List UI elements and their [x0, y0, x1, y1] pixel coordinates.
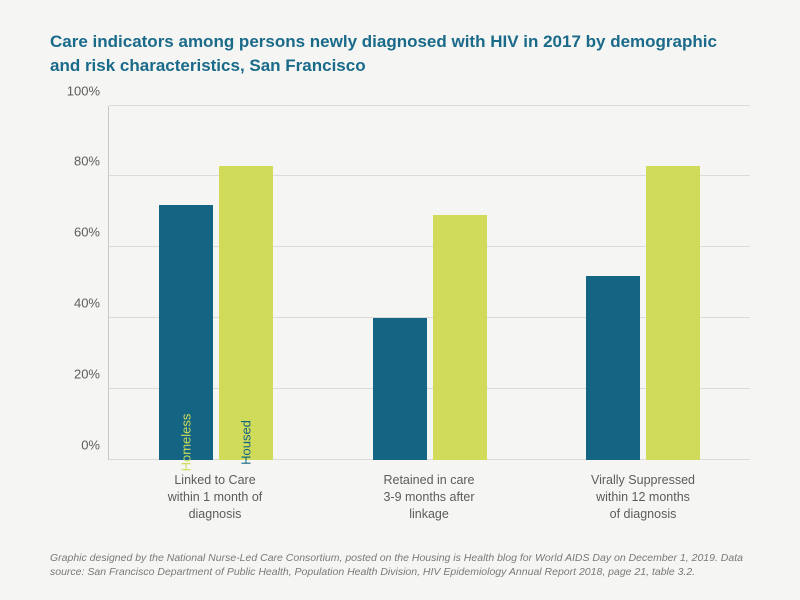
- x-axis-label: Virally Suppressedwithin 12 monthsof dia…: [536, 472, 750, 523]
- x-axis-labels: Linked to Carewithin 1 month ofdiagnosis…: [108, 472, 750, 523]
- y-tick: 80%: [74, 154, 100, 169]
- x-axis-label: Retained in care3-9 months afterlinkage: [322, 472, 536, 523]
- y-tick: 20%: [74, 367, 100, 382]
- bar-housed: [646, 166, 700, 460]
- bar-homeless: [373, 318, 427, 460]
- series-label: Housed: [238, 420, 253, 465]
- bar-group: HomelessHoused: [109, 106, 323, 460]
- bar-group: [323, 106, 537, 460]
- footnote: Graphic designed by the National Nurse-L…: [50, 551, 750, 580]
- bar-homeless: Homeless: [159, 205, 213, 460]
- chart-area: 0% 20% 40% 60% 80% 100% HomelessHoused: [50, 106, 750, 460]
- y-tick: 100%: [67, 83, 100, 98]
- bar-homeless: [586, 276, 640, 460]
- plot-area: HomelessHoused: [108, 106, 750, 460]
- bar-group: [536, 106, 750, 460]
- chart-title: Care indicators among persons newly diag…: [50, 30, 750, 78]
- bar-housed: [433, 215, 487, 460]
- y-tick: 60%: [74, 225, 100, 240]
- series-label: Homeless: [178, 414, 193, 472]
- y-axis: 0% 20% 40% 60% 80% 100%: [50, 106, 108, 460]
- y-tick: 0%: [81, 438, 100, 453]
- y-tick: 40%: [74, 296, 100, 311]
- bar-housed: Housed: [219, 166, 273, 460]
- x-axis-label: Linked to Carewithin 1 month ofdiagnosis: [108, 472, 322, 523]
- bar-groups: HomelessHoused: [109, 106, 750, 460]
